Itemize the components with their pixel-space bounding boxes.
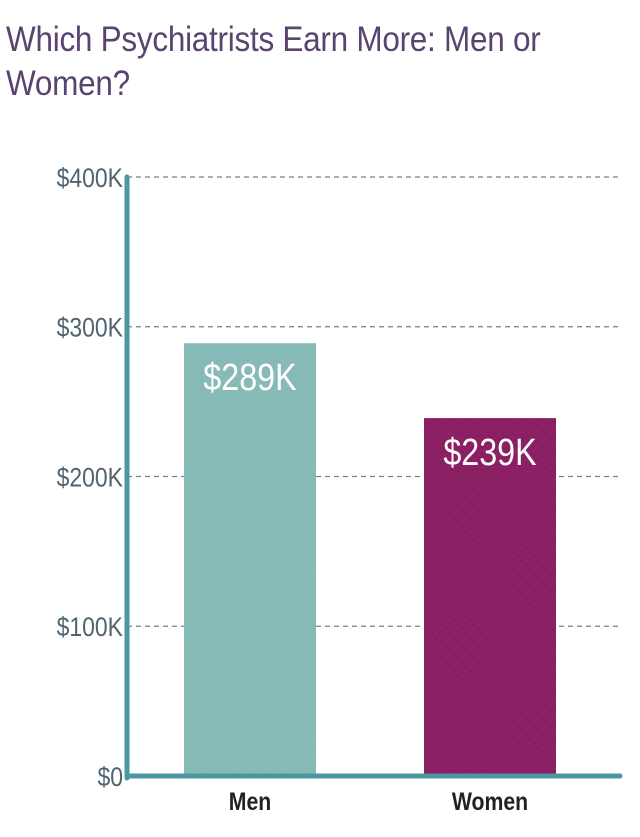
data-label: $289K xyxy=(203,357,297,399)
y-tick-label: $300K xyxy=(57,313,124,343)
y-tick-label: $0 xyxy=(97,762,123,792)
x-tick-label: Women xyxy=(452,787,528,815)
y-tick-label: $200K xyxy=(57,463,124,493)
bar-texture xyxy=(424,418,556,776)
y-tick-label: $400K xyxy=(57,163,124,193)
data-label: $239K xyxy=(443,432,537,474)
x-tick-label: Men xyxy=(229,787,271,815)
bar-texture xyxy=(184,343,316,776)
y-tick-label: $100K xyxy=(57,613,124,643)
chart-title: Which Psychiatrists Earn More: Men or Wo… xyxy=(6,20,541,103)
